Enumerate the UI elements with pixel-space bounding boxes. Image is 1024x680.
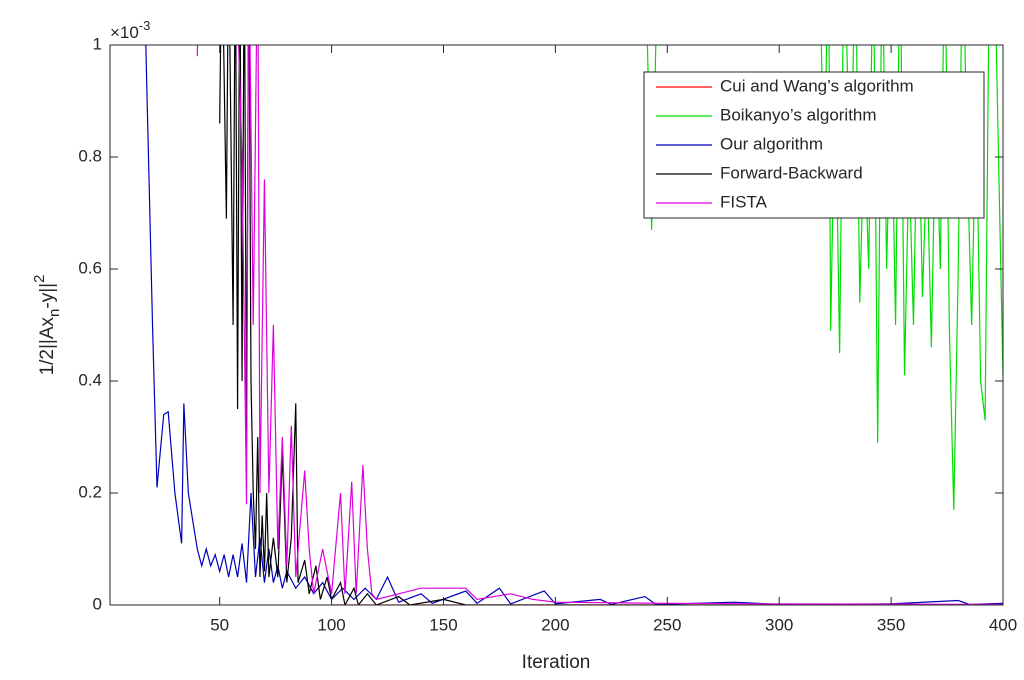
y-tick-label: 0.2 xyxy=(78,482,102,501)
legend-label: Forward-Backward xyxy=(720,163,863,182)
series-line xyxy=(219,45,1003,605)
y-multiplier-base: ×10 xyxy=(110,23,139,42)
y-tick-label: 0.8 xyxy=(78,146,102,165)
x-tick-label: 300 xyxy=(765,615,793,634)
y-tick-label: 0 xyxy=(93,594,102,613)
x-tick-label: 200 xyxy=(541,615,569,634)
axes-box xyxy=(109,44,1004,606)
x-tick-label: 150 xyxy=(429,615,457,634)
y-multiplier: ×10-3 xyxy=(110,18,150,42)
series-line xyxy=(196,45,1003,605)
y-multiplier-exp: -3 xyxy=(139,18,151,33)
legend-label: FISTA xyxy=(720,192,768,211)
y-tick-label: 1 xyxy=(93,34,102,53)
x-tick-label: 350 xyxy=(877,615,905,634)
y-label-main: 1/2||Ax xyxy=(37,316,58,375)
y-axis-label: 1/2||Axn-y||2 xyxy=(31,275,63,376)
legend-label: Our algorithm xyxy=(720,134,823,153)
y-label-rest: -y|| xyxy=(37,283,58,309)
legend: Cui and Wang’s algorithm Boikanyo’s algor… xyxy=(643,71,985,219)
x-tick-label: 400 xyxy=(989,615,1017,634)
x-tick-label: 50 xyxy=(210,615,229,634)
x-tick-label: 100 xyxy=(317,615,345,634)
y-label-sub: n xyxy=(46,309,63,317)
x-tick-label: 250 xyxy=(653,615,681,634)
y-tick-label: 0.4 xyxy=(78,370,102,389)
y-tick-label: 0.6 xyxy=(78,258,102,277)
x-axis-label: Iteration xyxy=(522,652,591,673)
legend-label: Boikanyo’s algorithm xyxy=(720,105,877,124)
legend-label: Cui and Wang’s algorithm xyxy=(720,76,914,95)
y-label-sup: 2 xyxy=(31,275,48,283)
